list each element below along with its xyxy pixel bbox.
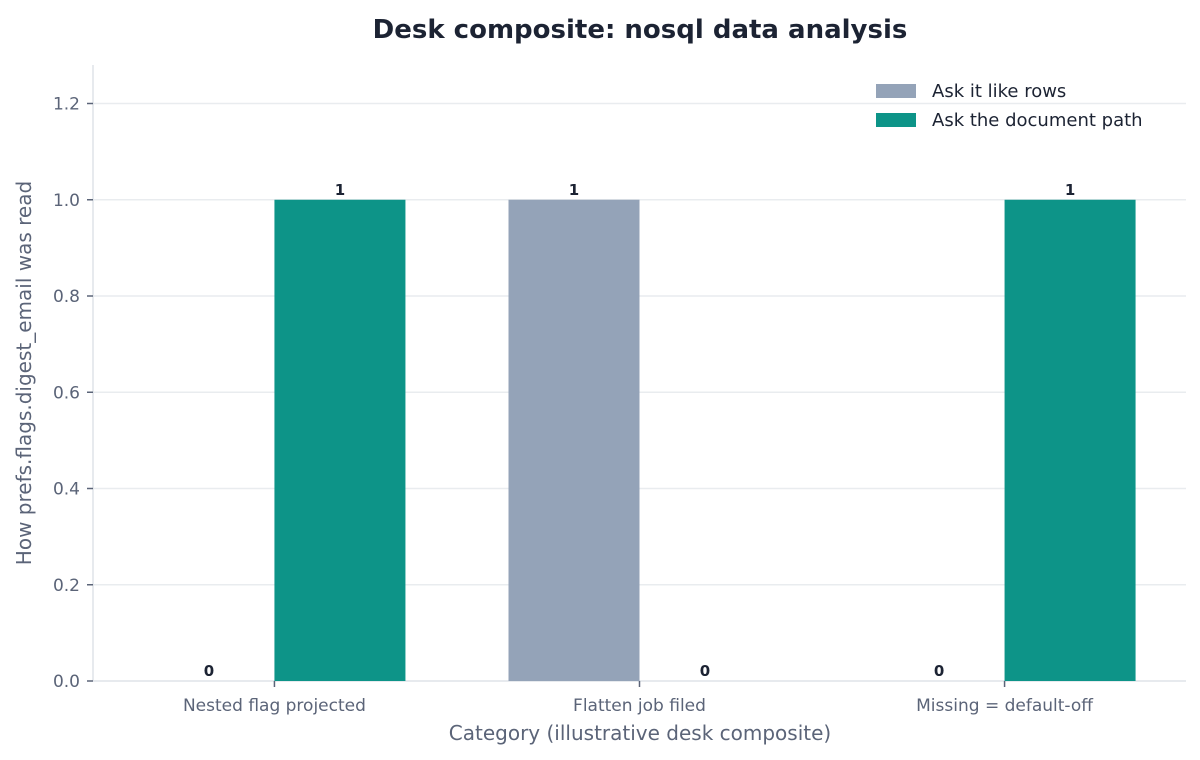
- y-tick-label: 1.2: [53, 95, 80, 115]
- ticks: 0.0 0.2 0.4 0.6 0.8 1.0 1.2 Nested flag project…: [53, 95, 1094, 717]
- bar: [508, 199, 640, 681]
- bars: [274, 199, 1136, 681]
- legend-label: Ask the document path: [932, 110, 1143, 131]
- y-axis-label: How prefs.flags.digest_email was read: [12, 181, 36, 565]
- x-tick-label: Missing = default-off: [916, 696, 1094, 716]
- y-tick-label: 0.0: [53, 672, 80, 692]
- legend-swatch: [876, 113, 916, 127]
- bar: [1004, 199, 1136, 681]
- legend-label: Ask it like rows: [932, 81, 1066, 102]
- y-tick-label: 0.8: [53, 287, 80, 307]
- bar-value-label: 0: [934, 662, 944, 680]
- x-tick-label: Nested flag projected: [183, 696, 366, 716]
- y-tick-label: 0.2: [53, 576, 80, 596]
- y-tick-label: 0.4: [53, 480, 80, 500]
- x-axis-label: Category (illustrative desk composite): [449, 721, 831, 745]
- legend: Ask it like rows Ask the document path: [876, 81, 1143, 131]
- bar-value-label: 0: [204, 662, 214, 680]
- chart-title: Desk composite: nosql data analysis: [373, 15, 908, 45]
- y-tick-label: 1.0: [53, 191, 80, 211]
- bar-value-label: 0: [700, 662, 710, 680]
- legend-swatch: [876, 84, 916, 98]
- data-labels: 0 1 1 0 0 1: [204, 181, 1076, 680]
- y-tick-label: 0.6: [53, 383, 80, 403]
- bar-value-label: 1: [569, 181, 579, 199]
- bar: [274, 199, 406, 681]
- bar-value-label: 1: [1065, 181, 1075, 199]
- x-tick-label: Flatten job filed: [573, 696, 706, 716]
- bar-value-label: 1: [335, 181, 345, 199]
